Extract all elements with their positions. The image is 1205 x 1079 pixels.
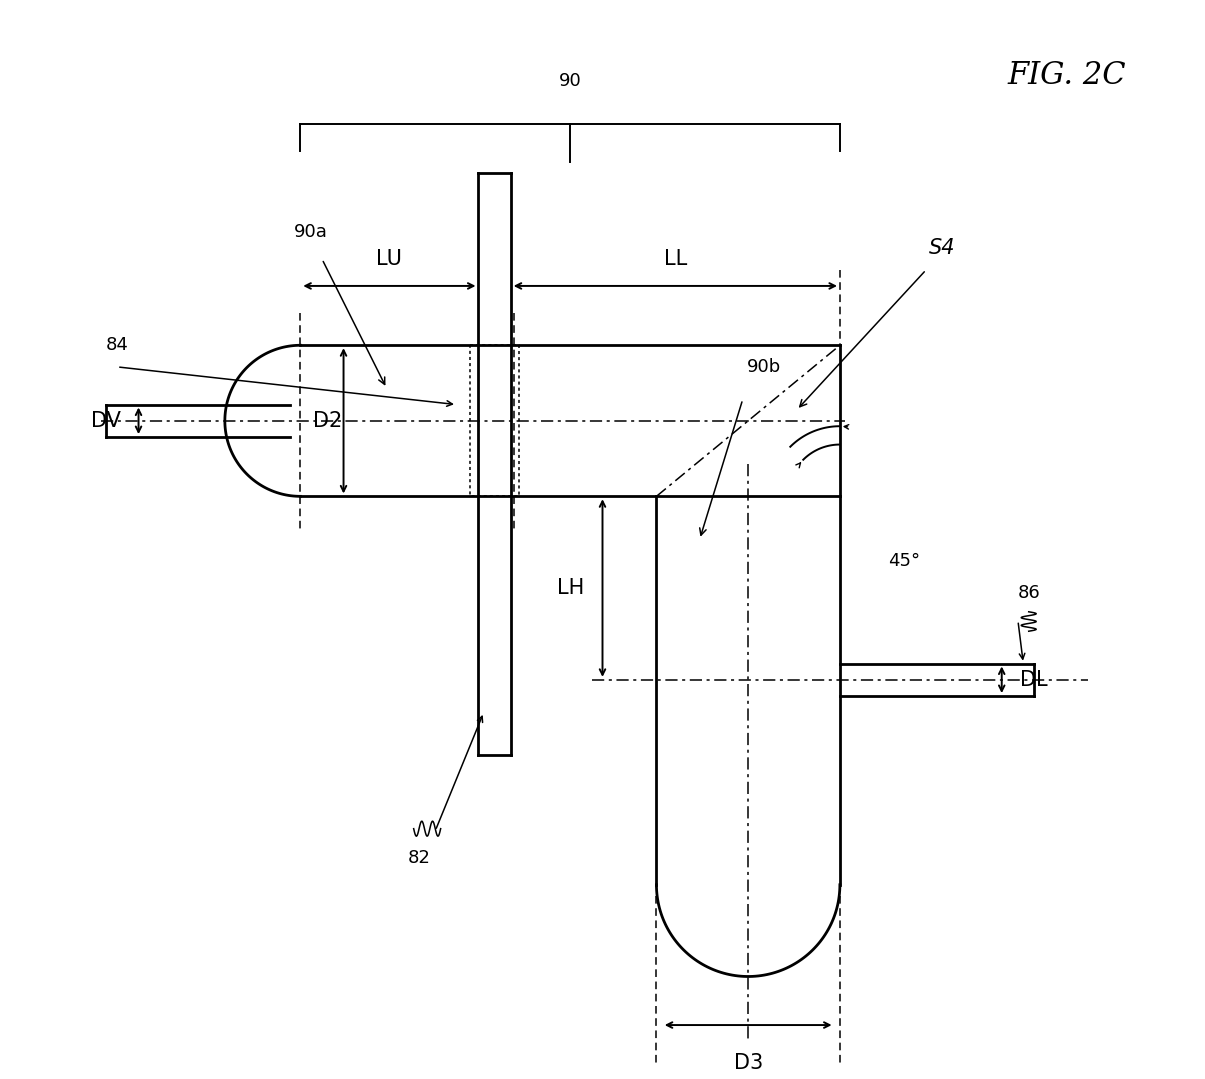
Text: LU: LU	[376, 249, 402, 269]
Text: 45°: 45°	[888, 552, 921, 570]
Text: S4: S4	[929, 238, 956, 258]
Text: 90b: 90b	[747, 358, 782, 375]
Text: 82: 82	[407, 849, 430, 866]
Text: 90: 90	[559, 72, 582, 90]
Text: LL: LL	[664, 249, 687, 269]
Text: DV: DV	[92, 411, 120, 431]
Text: DL: DL	[1021, 670, 1048, 689]
Text: 84: 84	[106, 337, 129, 354]
Text: LH: LH	[557, 578, 583, 598]
Text: 90a: 90a	[294, 223, 328, 241]
Text: 86: 86	[1017, 585, 1040, 602]
Text: D2: D2	[313, 411, 342, 431]
Text: FIG. 2C: FIG. 2C	[1007, 60, 1125, 91]
Text: D3: D3	[734, 1053, 763, 1073]
